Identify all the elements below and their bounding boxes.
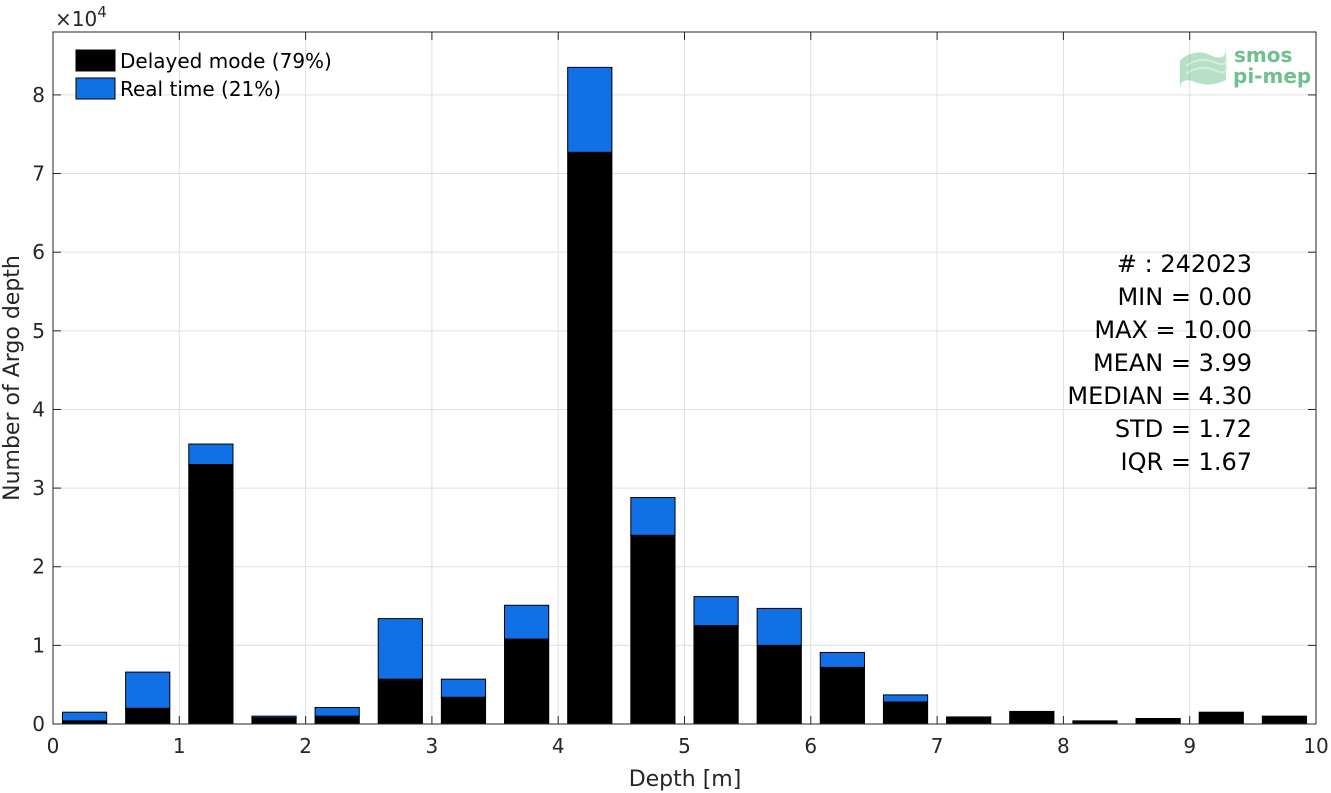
bar-delayed-mode [630,534,676,725]
x-tick-label: 3 [426,734,439,758]
bar-delayed-mode [251,717,297,725]
smos-pi-mep-logo: smos pi-mep [1180,43,1311,90]
legend-swatch-delayed [75,49,116,72]
x-tick-label: 10 [1303,734,1328,758]
bar-real-time [756,607,802,646]
legend-swatch-realtime [75,77,116,100]
bar-real-time [819,651,865,668]
x-tick-label: 1 [173,734,186,758]
svg-text:pi-mep: pi-mep [1233,64,1311,88]
bar-real-time [61,711,108,722]
stats-line: STD = 1.72 [1115,415,1252,443]
bar-delayed-mode [756,644,802,725]
x-axis-label: Depth [m] [629,767,742,792]
bar-delayed-mode [882,701,929,725]
stats-line: MAX = 10.00 [1094,316,1252,344]
bar-delayed-mode [693,625,739,725]
stats-line: MEAN = 3.99 [1093,349,1252,377]
legend-label-delayed: Delayed mode (79%) [120,49,332,73]
bar-delayed-mode [377,678,423,725]
x-tick-label: 7 [931,734,944,758]
bar-delayed-mode [1198,711,1244,725]
stats-line: # : 242023 [1117,250,1252,278]
bar-real-time [251,715,297,719]
x-tick-label: 9 [1183,734,1196,758]
bar-delayed-mode [946,716,992,725]
y-tick-label: 3 [32,476,45,500]
bar-delayed-mode [125,707,171,725]
stats-line: IQR = 1.67 [1121,448,1252,476]
bar-delayed-mode [819,666,865,725]
bar-delayed-mode [504,638,550,725]
y-exponent-label: ×104 [55,3,107,31]
tick-labels: 0 1 2 3 4 5 6 7 8 9 10 0 1 2 3 4 5 6 7 8 [32,83,1328,758]
y-axis-label: Number of Argo depth [0,255,25,501]
y-tick-label: 7 [32,162,45,186]
x-tick-label: 0 [47,734,60,758]
x-tick-label: 4 [552,734,565,758]
x-tick-label: 2 [299,734,312,758]
bar-delayed-mode [1135,717,1181,725]
x-tick-label: 5 [678,734,691,758]
bar-delayed-mode [1009,710,1055,725]
bar-real-time [125,671,171,709]
y-tick-label: 0 [32,712,45,736]
bar-real-time [630,497,676,536]
legend-label-realtime: Real time (21%) [120,77,281,101]
legend: Delayed mode (79%) Real time (21%) [75,49,332,101]
bar-delayed-mode [314,715,360,725]
stats-line: MEDIAN = 4.30 [1067,382,1252,410]
bar-real-time [504,604,550,640]
y-tick-label: 1 [32,633,45,657]
y-tick-label: 5 [32,319,45,343]
bar-real-time [567,66,613,153]
x-tick-label: 6 [804,734,817,758]
svg-text:smos: smos [1234,43,1292,67]
y-tick-label: 6 [32,240,45,264]
bar-delayed-mode [440,696,487,725]
bars [61,66,1308,725]
stats-line: MIN = 0.00 [1117,283,1252,311]
bar-delayed-mode [188,464,234,725]
bar-real-time [314,706,360,717]
stats-annotation: # : 242023 MIN = 0.00 MAX = 10.00 MEAN = 3.… [1067,250,1252,476]
bar-delayed-mode [1261,715,1308,725]
y-tick-label: 2 [32,555,45,579]
logo-wave-icon [1180,50,1228,90]
bar-real-time [188,443,234,465]
axis-ticks [52,32,1317,725]
bar-real-time [882,694,929,703]
bar-delayed-mode [567,151,613,725]
bar-real-time [377,618,423,680]
x-tick-label: 8 [1057,734,1070,758]
y-tick-label: 8 [32,83,45,107]
y-tick-label: 4 [32,397,45,421]
bar-real-time [693,596,739,627]
bar-real-time [440,678,487,698]
grid-lines [52,32,1317,725]
